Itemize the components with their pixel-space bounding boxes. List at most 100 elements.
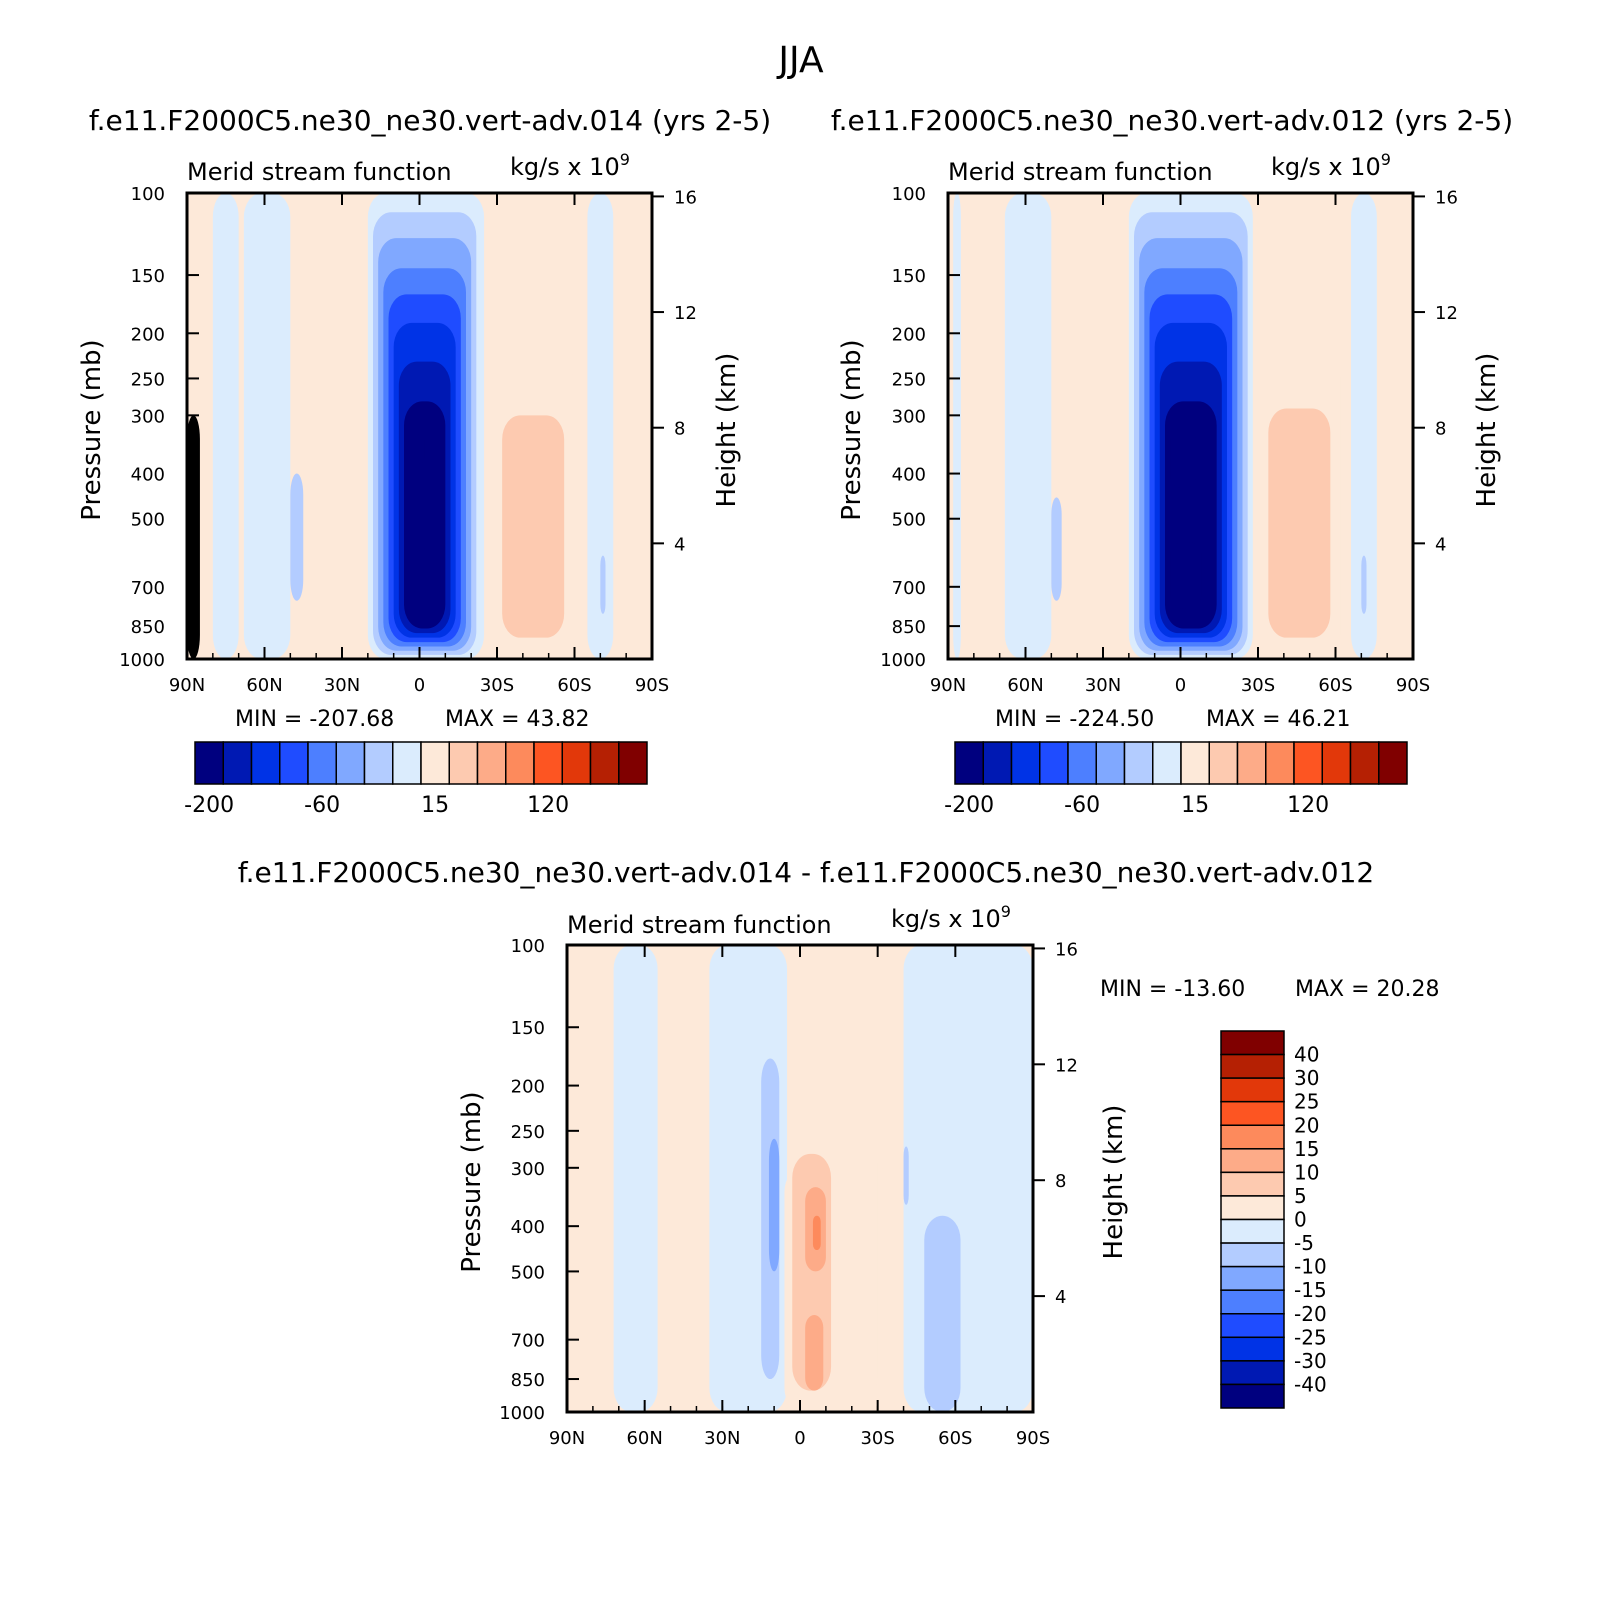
page-title: JJA [776, 40, 824, 81]
panel-a-colorbar-swatch [448, 741, 479, 785]
panel-c-colorbar-swatch [1220, 1195, 1285, 1221]
panel-a-contour-region [212, 193, 239, 659]
panel-c-colorbar-label: -5 [1294, 1231, 1314, 1255]
panel-b-colorbar-swatch [1039, 741, 1069, 785]
panel-b-y-tick-label: 1000 [880, 650, 926, 671]
panel-a-colorbar-swatch [250, 741, 281, 785]
panel-a-contour-region [290, 473, 304, 601]
panel-c-contour-region [903, 1146, 909, 1205]
panel-c-x-tick-label: 90S [1016, 1428, 1050, 1449]
panel-c-ylabel-right: Height (km) [1099, 1105, 1129, 1260]
panel-a-y-right-tick-label: 12 [674, 303, 697, 324]
panel-c-contour-region [812, 1215, 821, 1251]
panel-b-x-tick-label: 90N [930, 675, 966, 696]
panel-a-x-tick-label: 90N [169, 675, 205, 696]
panel-a-subtitle: Merid stream function [187, 158, 452, 186]
panel-c-y-tick-label: 150 [511, 1018, 545, 1039]
panel-c-colorbar-swatch [1220, 1053, 1285, 1079]
panel-a-y-tick-label: 400 [131, 465, 165, 486]
panel-c-min: MIN = -13.60 [1100, 977, 1245, 1002]
panel-c-colorbar-swatch [1220, 1265, 1285, 1291]
panel-b: f.e11.F2000C5.ne30_ne30.vert-adv.012 (yr… [831, 104, 1513, 818]
panel-b-y-tick-label: 400 [892, 465, 926, 486]
panel-a-colorbar-swatch [533, 741, 563, 785]
panel-c-colorbar-label: 25 [1294, 1090, 1319, 1114]
panel-b-min: MIN = -224.50 [995, 707, 1154, 732]
panel-a-contour-region [187, 415, 200, 659]
panel-b-colorbar-swatch [1123, 741, 1154, 785]
panel-c-contour-region [903, 945, 1033, 1412]
panel-a-colorbar-swatch [363, 741, 394, 785]
panel-b-contour-region [1361, 555, 1367, 614]
panel-c-y-tick-label: 200 [511, 1077, 545, 1098]
panel-b-y-tick-label: 200 [892, 324, 926, 345]
panel-a-contour-region [414, 434, 425, 464]
panel-a-ylabel: Pressure (mb) [77, 339, 107, 520]
panel-b-y-tick-label: 850 [892, 617, 926, 638]
panel-a-contour-region [414, 548, 441, 599]
panel-c-colorbar-swatch [1220, 1030, 1285, 1056]
panel-a-y-tick-label: 200 [131, 324, 165, 345]
panel-a-max: MAX = 43.82 [445, 707, 590, 732]
panel-b-colorbar-swatch [1067, 741, 1097, 785]
panel-b-contour-region [1170, 428, 1196, 489]
panel-c-y-tick-label: 400 [511, 1217, 545, 1238]
panel-c-colorbar-swatch [1220, 1148, 1285, 1174]
panel-a-x-tick-label: 60S [557, 675, 591, 696]
panel-c-colorbar-label: 5 [1294, 1184, 1307, 1208]
panel-c-y-right-tick-label: 4 [1055, 1287, 1066, 1308]
panel-b-colorbar-swatch [1349, 741, 1380, 785]
panel-b-colorbar-swatch [1152, 741, 1182, 785]
panel-a-colorbar-swatch [420, 741, 450, 785]
panel-a-colorbar-swatch [307, 741, 337, 785]
panel-a-colorbar-swatch [505, 741, 535, 785]
panel-b-colorbar-swatch [1265, 741, 1295, 785]
panel-b-colorbar-swatch [1236, 741, 1267, 785]
panel-c: f.e11.F2000C5.ne30_ne30.vert-adv.014 - f… [238, 856, 1440, 1449]
panel-a-y-right-tick-label: 4 [674, 534, 685, 555]
panel-b-y-tick-label: 250 [892, 369, 926, 390]
panel-c-y-tick-label: 250 [511, 1122, 545, 1143]
panel-a-contour-region [587, 193, 614, 659]
panel-a-y-tick-label: 300 [131, 406, 165, 427]
panel-a-colorbar-swatch [335, 741, 366, 785]
panel-c-units: kg/s x 109 [891, 902, 1011, 933]
panel-b-colorbar-label: -200 [944, 793, 994, 818]
panel-c-x-tick-label: 30N [704, 1428, 740, 1449]
panel-b-colorbar-swatch [1010, 741, 1041, 785]
panel-a-x-tick-label: 30N [324, 675, 360, 696]
panel-b-colorbar-swatch [1293, 741, 1323, 785]
panel-c-colorbar-swatch [1220, 1124, 1285, 1150]
panel-c-colorbar-label: -30 [1294, 1349, 1327, 1373]
panel-a-colorbar-swatch [561, 741, 592, 785]
panel-b-contour-region [1004, 193, 1052, 659]
panel-c-colorbar-swatch [1220, 1077, 1285, 1103]
panel-a-plot-area: 90N 60N 30N 0 30S 60S 90S 100 150 200 250 300 400 500… [119, 184, 697, 696]
panel-b-colorbar-swatch [954, 741, 984, 785]
panel-b-colorbar-swatch [1378, 741, 1408, 785]
panel-b-colorbar-swatch [1321, 741, 1352, 785]
panel-c-x-tick-label: 0 [794, 1428, 805, 1449]
panel-b-x-tick-label: 30N [1085, 675, 1121, 696]
panel-c-colorbar-swatch [1220, 1360, 1285, 1386]
panel-a-colorbar-label: -60 [304, 793, 340, 818]
panel-b-contour-region [1103, 415, 1114, 649]
panel-a-colorbar-swatch [222, 741, 253, 785]
panel-b-plot-area: 90N 60N 30N 0 30S 60S 90S 100 150 200 250 300 400 500… [880, 184, 1458, 696]
panel-b-max: MAX = 46.21 [1206, 707, 1351, 732]
panel-a-colorbar-label: 15 [421, 793, 449, 818]
panel-a-colorbar: -200 -60 15 120 [184, 741, 648, 818]
panel-b-x-tick-label: 90S [1396, 675, 1430, 696]
panel-b-y-right-tick-label: 16 [1435, 187, 1458, 208]
panel-c-colorbar-swatch [1220, 1289, 1285, 1315]
panel-c-colorbar-swatch [1220, 1171, 1285, 1197]
panel-a-colorbar-swatch [589, 741, 620, 785]
panel-b-contour-region [1268, 408, 1331, 638]
panel-c-colorbar-label: -20 [1294, 1302, 1327, 1326]
panel-a-y-tick-label: 150 [131, 266, 165, 287]
panel-c-colorbar-swatch [1220, 1242, 1285, 1268]
panel-c-subtitle: Merid stream function [567, 911, 832, 939]
panel-a-x-tick-label: 0 [414, 675, 425, 696]
panel-a-min: MIN = -207.68 [235, 707, 394, 732]
